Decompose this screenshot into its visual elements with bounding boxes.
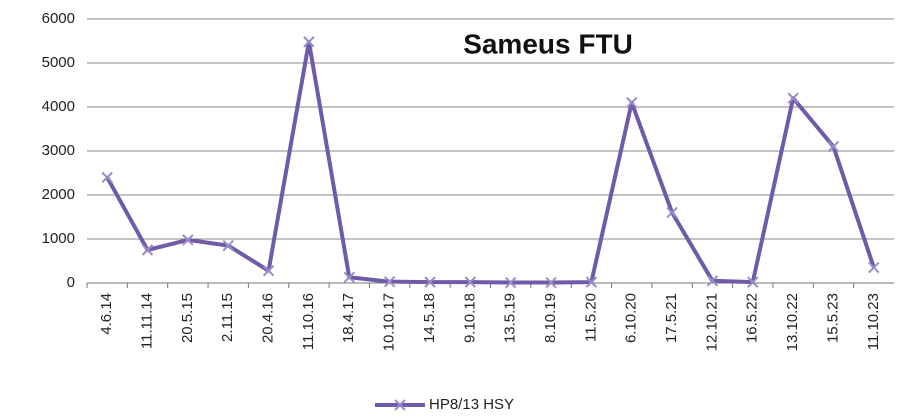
x-tick-label: 11.11.14: [138, 293, 155, 349]
data-point: [868, 261, 880, 274]
x-tick-label: 8.10.19: [542, 293, 559, 343]
x-tick-label: 4.6.14: [98, 293, 115, 335]
data-point: [504, 276, 517, 289]
data-point: [626, 96, 638, 109]
data-point: [141, 244, 154, 256]
data-point: [464, 276, 477, 288]
legend-marker: [394, 399, 406, 411]
y-tick-label: 2000: [42, 186, 75, 203]
data-point: [424, 276, 436, 288]
x-tick-label: 20.4.16: [260, 293, 277, 343]
x-tick-label: 6.10.20: [623, 293, 640, 343]
y-tick-label: 4000: [42, 98, 75, 115]
data-point: [827, 140, 840, 153]
y-tick-label: 1000: [42, 230, 75, 247]
x-tick-label: 12.10.21: [703, 293, 720, 351]
data-point: [383, 275, 396, 288]
y-tick-label: 3000: [42, 142, 75, 159]
data-point: [101, 171, 113, 184]
data-point: [585, 276, 598, 288]
y-tick-label: 5000: [42, 54, 75, 71]
series-line: [105, 39, 876, 285]
data-point: [747, 276, 759, 288]
x-tick-label: 18.4.17: [340, 293, 357, 343]
data-point: [343, 271, 355, 283]
x-tick-label: 9.10.18: [461, 293, 478, 343]
legend-label: HP8/13 HSY: [429, 396, 514, 413]
data-point: [545, 276, 557, 289]
data-point: [222, 239, 234, 252]
x-tick-label: 13.5.19: [502, 293, 519, 343]
chart-title: Sameus FTU: [463, 28, 633, 59]
x-tick-label: 10.10.17: [381, 293, 398, 351]
x-tick-label: 13.10.22: [784, 293, 801, 351]
x-tick-label: 20.5.15: [179, 293, 196, 343]
y-tick-label: 0: [67, 274, 75, 291]
data-point: [787, 92, 799, 104]
data-point: [182, 234, 194, 246]
x-tick-label: 11.5.20: [582, 293, 599, 342]
x-tick-label: 11.10.16: [300, 293, 317, 350]
y-tick-label: 6000: [42, 10, 75, 27]
x-tick-label: 11.10.23: [865, 293, 882, 350]
x-tick-label: 17.5.21: [663, 293, 680, 343]
data-point: [303, 36, 315, 48]
data-point: [706, 275, 719, 287]
data-point: [262, 264, 275, 277]
x-tick-label: 16.5.22: [744, 293, 761, 343]
x-tick-label: 2.11.15: [219, 293, 236, 342]
x-tick-label: 15.5.23: [824, 293, 841, 343]
x-tick-label: 14.5.18: [421, 293, 438, 343]
data-point: [666, 206, 678, 219]
